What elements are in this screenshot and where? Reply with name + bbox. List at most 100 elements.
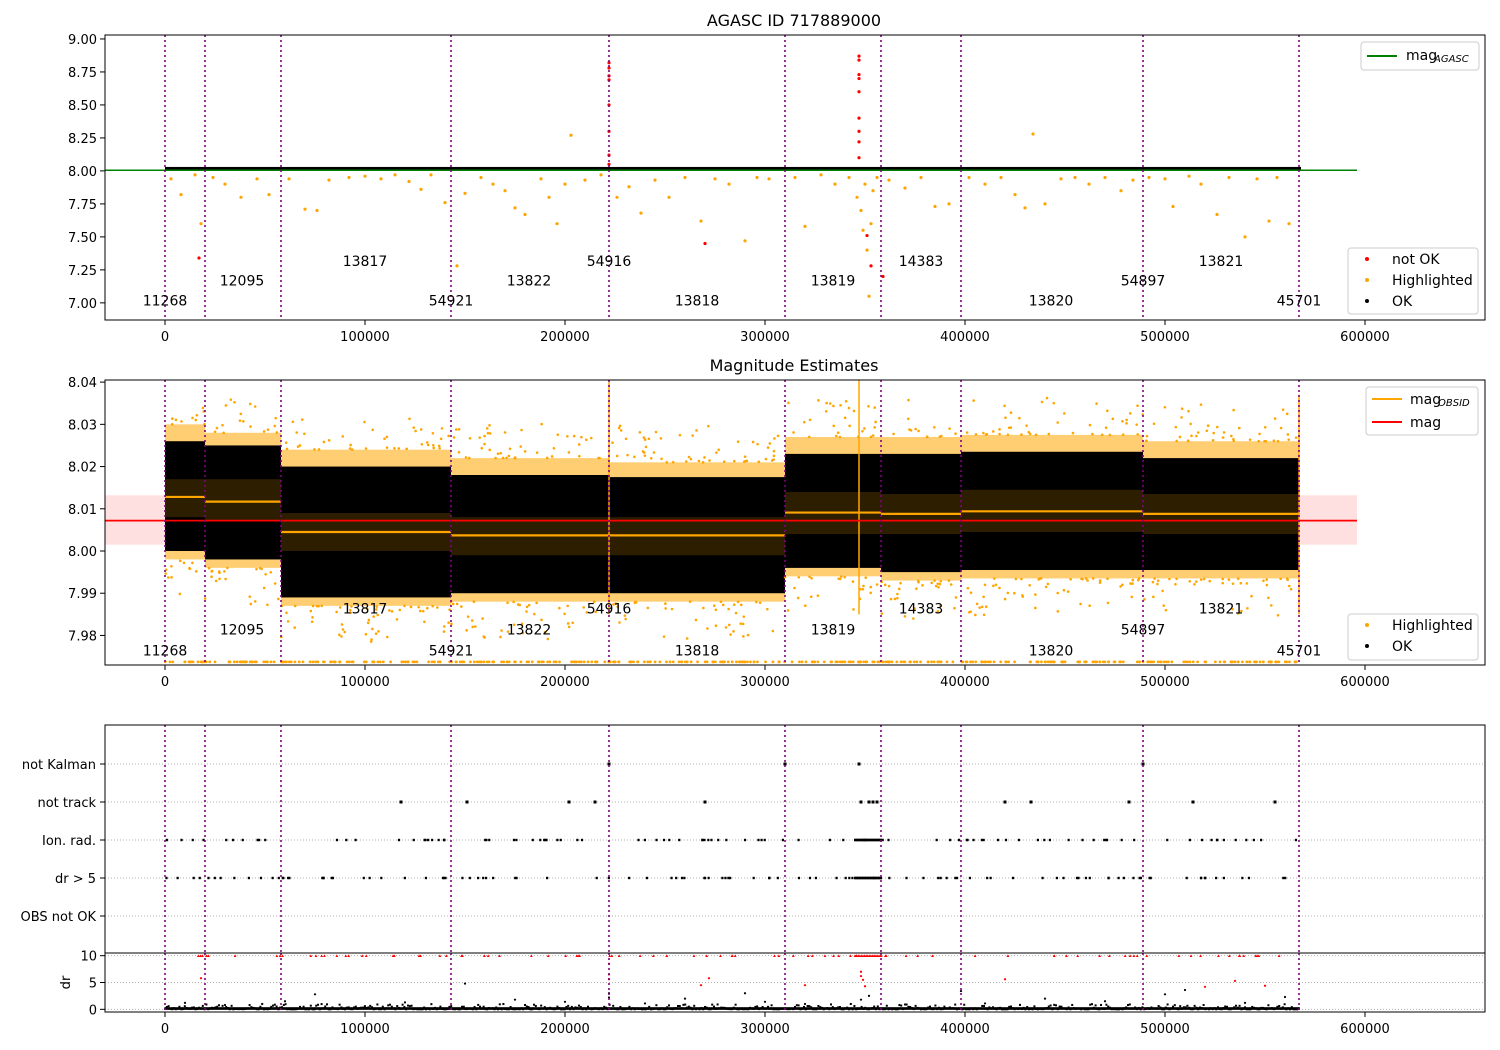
highlighted-point [745, 459, 749, 463]
flag-marker [862, 838, 865, 842]
legend-point-swatch [1365, 623, 1369, 627]
highlighted-point [834, 660, 838, 664]
highlighted-point [1056, 421, 1060, 424]
highlighted-point [961, 660, 965, 664]
highlighted-point [822, 660, 826, 664]
dr-ok-point [684, 1003, 687, 1006]
highlighted-point [506, 630, 510, 633]
highlighted-point [861, 429, 864, 433]
highlighted-point [519, 445, 522, 448]
highlighted-point [1106, 601, 1110, 605]
highlighted-point [471, 625, 475, 629]
highlighted-point [965, 431, 969, 434]
highlighted-point [986, 660, 990, 664]
highlighted-point [482, 660, 486, 664]
highlighted-point [991, 430, 995, 433]
highlighted-point [241, 660, 245, 664]
dr-ok-point [450, 1005, 453, 1008]
highlighted-point [1277, 660, 1281, 664]
highlighted-point [415, 660, 419, 664]
y-tick-label: 7.00 [68, 297, 97, 312]
highlighted-point [851, 580, 855, 583]
highlighted-point [930, 660, 933, 664]
highlighted-point [664, 607, 667, 610]
magnitude-plot-area: 1126812095138175492113822549161381813819… [105, 380, 1357, 665]
flag-marker [1252, 838, 1255, 842]
highlighted-point [697, 459, 701, 463]
highlighted-point [829, 660, 833, 664]
dr-ok-point [578, 1004, 580, 1007]
highlighted-point [887, 584, 891, 588]
flag-marker [403, 876, 406, 880]
highlighted-point [513, 660, 516, 664]
highlighted-point [982, 431, 985, 435]
dr-ok-point [587, 1005, 589, 1008]
highlighted-point [1111, 417, 1115, 421]
highlighted-point [633, 455, 636, 459]
flag-marker [423, 838, 426, 842]
dr-ok-point [1105, 1003, 1108, 1006]
highlighted-point [420, 442, 424, 446]
flag-marker [854, 838, 857, 842]
dr-ok-point [1071, 1003, 1074, 1006]
highlighted-point [1187, 409, 1190, 413]
highlighted-point [447, 621, 450, 624]
highlighted-point [1056, 591, 1060, 595]
dr-ok-point [579, 1005, 582, 1008]
dr-capped-marker [309, 954, 313, 957]
flag-marker [683, 876, 686, 880]
flag-marker [874, 876, 878, 880]
highlighted-point [310, 620, 314, 624]
highlighted-point [1125, 418, 1128, 422]
legend-label: mag [1410, 392, 1441, 408]
flag-marker [176, 876, 179, 880]
flag-marker [1029, 800, 1033, 804]
highlighted-point [1199, 403, 1203, 406]
dr-ok-point [1060, 1005, 1063, 1008]
highlighted-point [309, 609, 313, 613]
highlighted-point [403, 604, 406, 608]
flag-marker [721, 876, 724, 880]
highlighted-point [793, 175, 797, 180]
dr-ok-point [803, 1005, 805, 1008]
flag-marker [1003, 800, 1007, 804]
x-tick-label: 200000 [540, 330, 590, 345]
highlighted-point [371, 428, 374, 432]
highlighted-point [1034, 606, 1037, 610]
magnitude-panel-title: Magnitude Estimates [710, 356, 879, 375]
highlighted-point [567, 451, 571, 454]
flag-marker [468, 876, 471, 880]
dr-ok-point [830, 1003, 832, 1006]
highlighted-point [426, 443, 430, 447]
highlighted-point [374, 608, 378, 611]
dr-capped-marker [1052, 954, 1056, 957]
highlighted-point [272, 660, 276, 664]
highlighted-point [289, 660, 293, 664]
dr-capped-marker [638, 954, 642, 957]
flag-marker [862, 876, 865, 880]
highlighted-point [249, 602, 253, 606]
highlighted-point [1263, 425, 1267, 429]
dr-ok-point [831, 1006, 834, 1009]
highlighted-point [363, 420, 366, 424]
dr-ok-point [369, 1004, 372, 1007]
highlighted-point [875, 583, 879, 586]
dr-ok-point [1047, 1005, 1050, 1008]
dr-ok-point [819, 1006, 822, 1009]
flag-marker [743, 838, 747, 842]
flag-marker [1067, 838, 1070, 842]
highlighted-point [253, 405, 257, 408]
highlighted-point [764, 660, 767, 664]
flag-marker [870, 838, 873, 842]
flag-marker [1055, 876, 1058, 880]
highlighted-point [999, 660, 1003, 664]
flag-marker [704, 876, 707, 880]
highlighted-point [1106, 577, 1109, 581]
highlighted-point [723, 660, 726, 664]
highlighted-point [614, 602, 618, 605]
highlighted-point [735, 660, 738, 664]
dr-capped-marker [392, 954, 396, 957]
magnitude-panel: Magnitude Estimates 11268120951381754921… [68, 356, 1486, 690]
dr-ok-point [1290, 1006, 1293, 1009]
highlighted-point [867, 404, 870, 408]
